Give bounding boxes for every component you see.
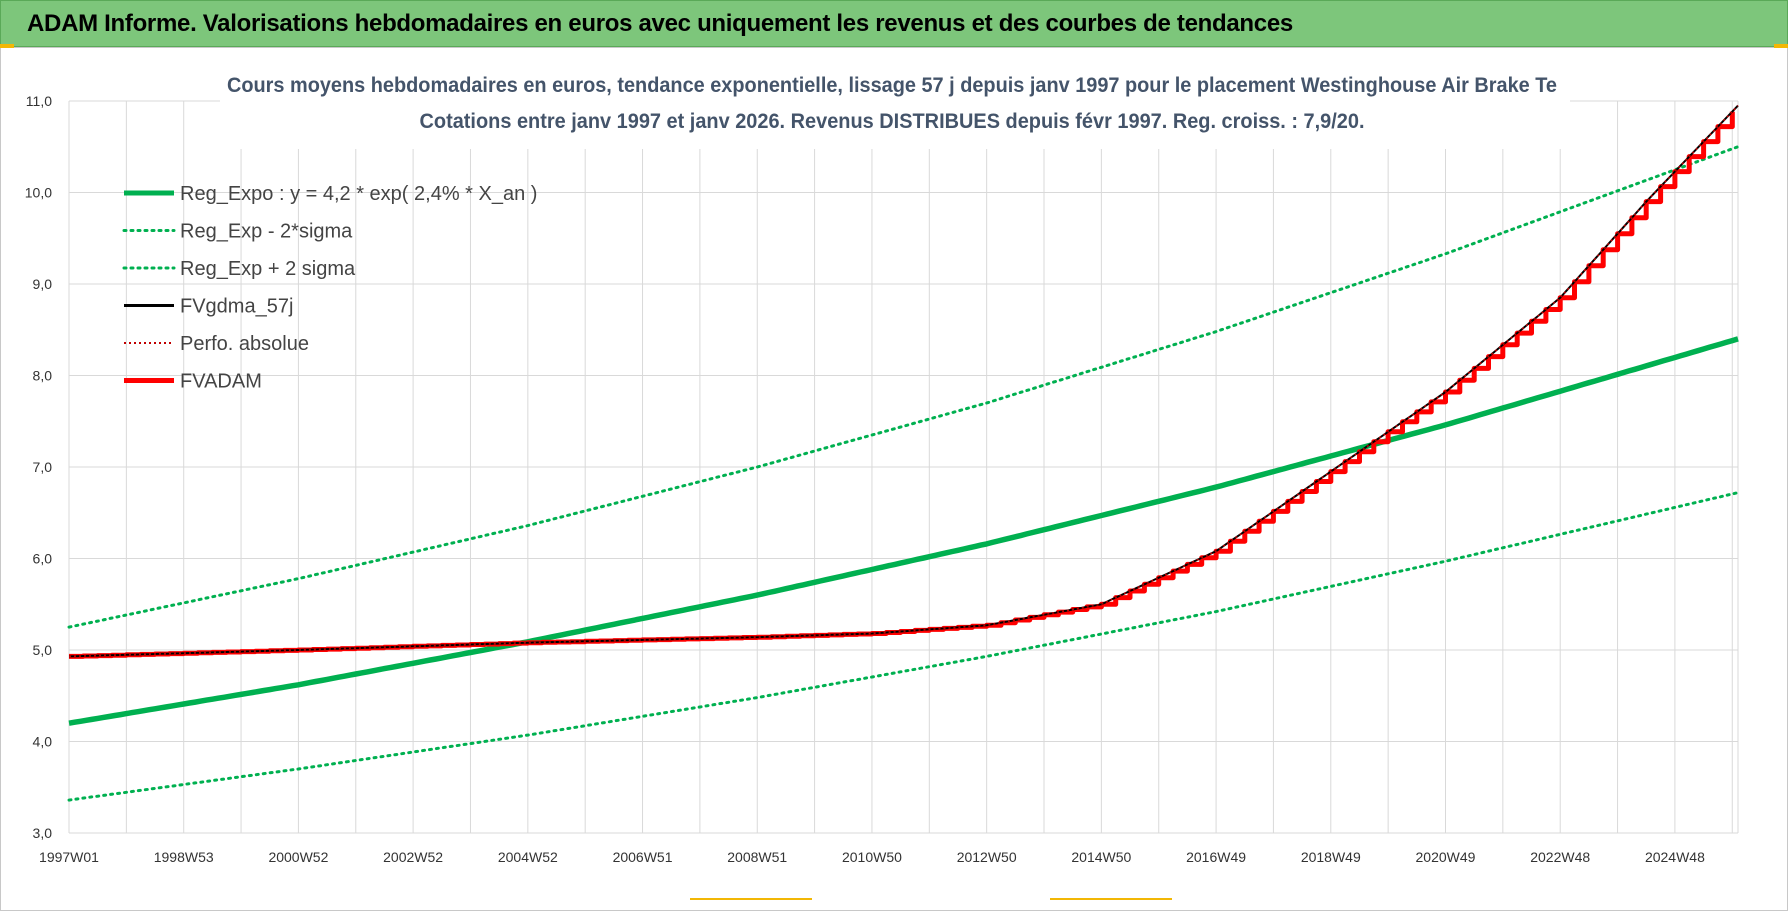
- legend-label: Reg_Expo : y = 4,2 * exp( 2,4% * X_an ): [180, 183, 537, 205]
- y-axis-ticks: 3,0 4,0 5,0 6,0 7,0 8,0 9,0 10,0 11,0: [25, 93, 52, 841]
- legend-label: FVADAM: [180, 371, 262, 393]
- series-line-fvgdma-57j: [68, 104, 1739, 658]
- chart-legend: Reg_Expo : y = 4,2 * exp( 2,4% * X_an ) R…: [122, 183, 537, 393]
- x-tick-label: 1998W53: [154, 849, 214, 865]
- y-tick-label: 5,0: [33, 642, 53, 658]
- x-axis-ticks: 1997W01 1998W53 2000W52 2002W52 2004W52 2006W…: [39, 849, 1705, 865]
- legend-label: Reg_Exp + 2 sigma: [180, 258, 356, 280]
- x-tick-label: 2022W48: [1530, 849, 1590, 865]
- series-line-reg-expo: [68, 336, 1739, 726]
- x-tick-label: 2000W52: [268, 849, 328, 865]
- y-tick-label: 3,0: [33, 825, 53, 841]
- series-line-reg-exp-minus-2-sigma: [67, 491, 1740, 802]
- corner-mark-bottom-right: [1050, 898, 1172, 900]
- banner-title: ADAM Informe. Valorisations hebdomadaire…: [27, 9, 1293, 37]
- x-tick-label: 2008W51: [727, 849, 787, 865]
- corner-mark-top-right: [1774, 44, 1788, 48]
- header-banner: ADAM Informe. Valorisations hebdomadaire…: [0, 0, 1788, 47]
- y-tick-label: 6,0: [33, 551, 53, 567]
- x-tick-label: 2002W52: [383, 849, 443, 865]
- x-tick-label: 1997W01: [39, 849, 99, 865]
- chart-title-line-1: Cours moyens hebdomadaires en euros, ten…: [227, 74, 1557, 97]
- x-tick-label: 2024W48: [1645, 849, 1705, 865]
- line-chart: 3,04,05,06,07,08,09,010,011,0 1997W01 199…: [25, 67, 1740, 865]
- chart-title-line-2: Cotations entre janv 1997 et janv 2026. …: [420, 110, 1365, 133]
- y-tick-label: 8,0: [33, 368, 53, 384]
- y-tick-label: 9,0: [33, 276, 53, 292]
- legend-label: FVgdma_57j: [180, 296, 293, 318]
- x-tick-label: 2020W49: [1416, 849, 1476, 865]
- x-tick-label: 2016W49: [1186, 849, 1246, 865]
- x-tick-label: 2018W49: [1301, 849, 1361, 865]
- y-tick-label: 7,0: [33, 459, 53, 475]
- y-tick-label: 10,0: [25, 185, 52, 201]
- chart-series: [67, 104, 1740, 802]
- x-tick-label: 2006W51: [613, 849, 673, 865]
- x-tick-label: 2012W50: [957, 849, 1017, 865]
- chart-grid: [68, 100, 1739, 834]
- y-tick-label: 4,0: [33, 734, 53, 750]
- title-background: [220, 67, 1570, 149]
- corner-mark-top-left: [0, 44, 14, 48]
- series-line-reg-exp-plus-2-sigma: [67, 145, 1740, 629]
- x-tick-label: 2014W50: [1071, 849, 1131, 865]
- legend-label: Perfo. absolue: [180, 333, 309, 355]
- legend-label: Reg_Exp - 2*sigma: [180, 221, 353, 243]
- y-tick-label: 11,0: [26, 93, 52, 109]
- x-tick-label: 2004W52: [498, 849, 558, 865]
- corner-mark-bottom-left: [690, 898, 812, 900]
- chart-frame: [0, 47, 1788, 911]
- x-tick-label: 2010W50: [842, 849, 902, 865]
